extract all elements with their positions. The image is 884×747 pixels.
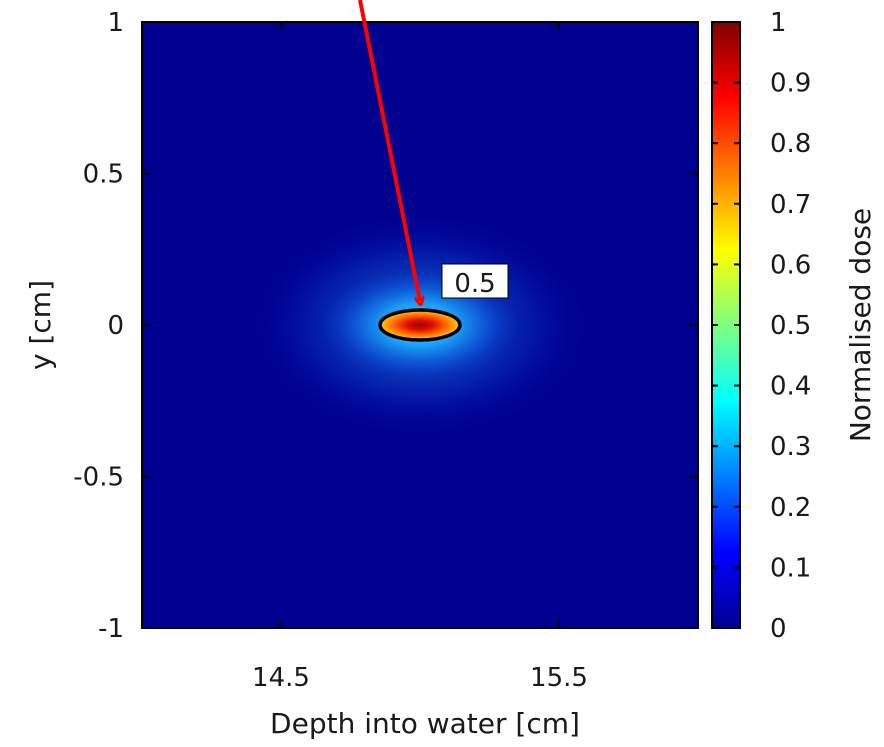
x-tick-label: 14.5 bbox=[252, 663, 310, 693]
y-tick-label: 0 bbox=[107, 311, 124, 341]
colorbar-label: Normalised dose bbox=[844, 208, 877, 442]
colorbar-ticks: 1 0.9 0.8 0.7 0.6 0.5 0.4 0.3 0.2 0.1 0 bbox=[712, 8, 811, 644]
contour-label-box bbox=[441, 263, 509, 299]
contour-line bbox=[378, 308, 462, 342]
colorbar-tick-label: 0 bbox=[770, 614, 787, 644]
annotation-arrow bbox=[358, 0, 420, 301]
y-tick-label: 1 bbox=[107, 8, 124, 38]
y-tick-label: 0.5 bbox=[83, 160, 124, 190]
colorbar-tick-label: 0.1 bbox=[770, 553, 811, 583]
colorbar-tick-label: 0.9 bbox=[770, 69, 811, 99]
colorbar-tick-label: 0.6 bbox=[770, 250, 811, 280]
colorbar-tick-label: 0.8 bbox=[770, 129, 811, 159]
dose-core bbox=[382, 311, 458, 339]
y-axis-ticks: 1 0.5 0 -0.5 -1 bbox=[73, 8, 698, 644]
colorbar-tick-label: 0.2 bbox=[770, 493, 811, 523]
x-axis-label: Depth into water [cm] bbox=[270, 707, 580, 740]
colorbar-tick-label: 0.3 bbox=[770, 432, 811, 462]
y-axis-label: y [cm] bbox=[24, 280, 57, 370]
x-axis-ticks: 14.5 15.5 bbox=[252, 22, 588, 693]
x-tick-label: 15.5 bbox=[530, 663, 588, 693]
colorbar-tick-label: 0.4 bbox=[770, 372, 811, 402]
contour-label: 0.5 bbox=[454, 269, 495, 299]
y-tick-label: -0.5 bbox=[73, 463, 124, 493]
colorbar-tick-label: 1 bbox=[770, 8, 787, 38]
colorbar-tick-label: 0.5 bbox=[770, 311, 811, 341]
colorbar-tick-label: 0.7 bbox=[770, 190, 811, 220]
y-tick-label: -1 bbox=[98, 614, 124, 644]
